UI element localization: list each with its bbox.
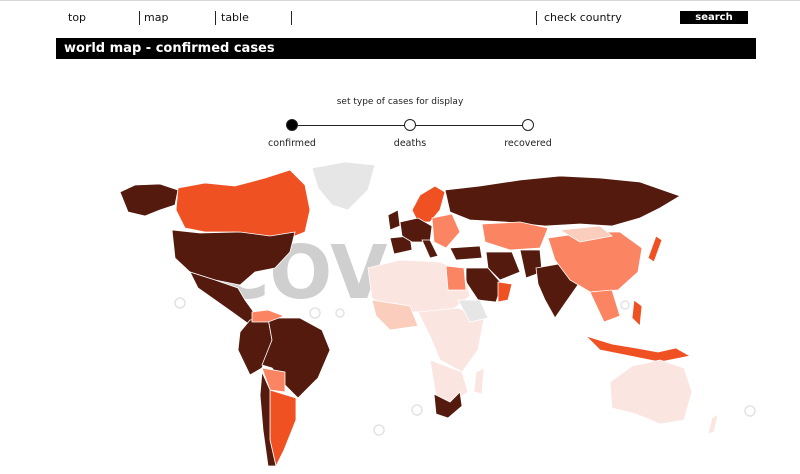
recovered-radio[interactable]: [522, 119, 534, 131]
check-country-input[interactable]: check country: [544, 11, 622, 24]
country-ethiopia[interactable]: [457, 299, 489, 323]
country-italy[interactable]: [421, 239, 439, 259]
country-alaska[interactable]: [119, 183, 179, 217]
nav-separator: [536, 11, 537, 25]
country-uk[interactable]: [387, 209, 401, 231]
page-title: world map - confirmed cases: [64, 41, 275, 56]
country-southeast-asia[interactable]: [589, 289, 621, 323]
nav-top-link[interactable]: top: [68, 11, 87, 24]
country-mongolia[interactable]: [558, 225, 613, 243]
country-brazil[interactable]: [261, 317, 331, 399]
nav-separator: [139, 11, 140, 25]
nav-table-link[interactable]: table: [221, 11, 249, 24]
top-divider: [0, 0, 800, 1]
nav-separator: [291, 11, 292, 25]
country-eastern-europe[interactable]: [431, 213, 461, 249]
top-nav: top map table check country search: [0, 10, 800, 26]
country-new-zealand[interactable]: [707, 413, 719, 435]
country-central-africa[interactable]: [417, 307, 485, 373]
country-madagascar[interactable]: [473, 367, 485, 395]
country-bolivia[interactable]: [261, 367, 286, 393]
confirmed-label[interactable]: confirmed: [268, 138, 316, 149]
recovered-label[interactable]: recovered: [504, 138, 552, 149]
country-canada[interactable]: [175, 169, 311, 241]
page-title-bar: world map - confirmed cases: [56, 38, 756, 59]
deaths-radio[interactable]: [404, 119, 416, 131]
country-oman[interactable]: [497, 281, 513, 303]
country-philippines[interactable]: [631, 299, 643, 327]
country-iran[interactable]: [485, 251, 521, 281]
country-west-africa[interactable]: [371, 299, 419, 331]
country-kazakhstan[interactable]: [481, 221, 549, 251]
country-chile[interactable]: [259, 371, 277, 467]
confirmed-radio[interactable]: [286, 119, 298, 131]
nav-map-link[interactable]: map: [144, 11, 169, 24]
case-type-prompt: set type of cases for display: [336, 97, 464, 107]
country-russia[interactable]: [444, 175, 681, 227]
country-argentina[interactable]: [269, 389, 297, 468]
nav-separator: [215, 11, 216, 25]
deaths-label[interactable]: deaths: [393, 138, 427, 149]
country-japan[interactable]: [647, 235, 663, 263]
country-australia[interactable]: [609, 359, 693, 425]
country-venezuela[interactable]: [251, 309, 286, 323]
country-egypt[interactable]: [445, 265, 467, 291]
search-button[interactable]: search: [680, 11, 748, 24]
country-south-africa[interactable]: [433, 391, 463, 419]
world-map: COV: [119, 161, 756, 468]
country-indonesia[interactable]: [585, 335, 692, 363]
country-greenland[interactable]: [311, 161, 376, 211]
country-turkey[interactable]: [449, 245, 483, 261]
